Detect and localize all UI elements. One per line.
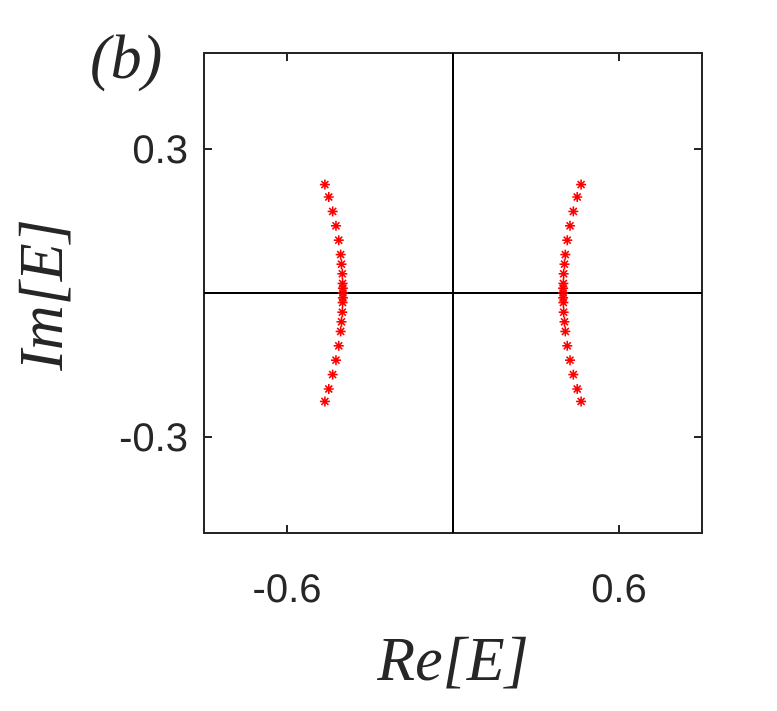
point: [558, 307, 569, 318]
point: [560, 326, 571, 337]
point: [568, 369, 579, 380]
point: [562, 235, 573, 246]
point: [337, 307, 348, 318]
point: [572, 384, 583, 394]
point: [336, 259, 347, 270]
point: [562, 340, 573, 351]
point: [327, 206, 338, 217]
x-axis-label: Re[E]: [376, 626, 529, 694]
point: [558, 268, 569, 279]
point: [330, 355, 341, 366]
point: [327, 369, 338, 380]
point: [559, 316, 570, 327]
point: [330, 220, 341, 231]
point: [335, 326, 346, 337]
point: [319, 396, 330, 407]
y-tick-label: 0.3: [132, 128, 188, 172]
point: [323, 192, 334, 202]
point: [319, 179, 330, 190]
point: [568, 206, 579, 217]
point: [335, 249, 346, 260]
point: [337, 278, 348, 289]
point: [558, 278, 569, 289]
point: [572, 192, 583, 202]
point: [333, 340, 344, 351]
point: [565, 220, 576, 231]
point: [336, 316, 347, 327]
y-tick-label: -0.3: [119, 416, 188, 460]
y-axis-label: Im[E]: [8, 219, 76, 372]
point: [337, 268, 348, 279]
panel-label: (b): [90, 24, 162, 92]
point: [560, 249, 571, 260]
x-tick-label: 0.6: [591, 567, 647, 611]
x-tick-label: -0.6: [253, 567, 322, 611]
point: [576, 179, 587, 190]
point: [559, 259, 570, 270]
point: [333, 235, 344, 246]
point: [565, 355, 576, 366]
point: [576, 396, 587, 407]
point: [323, 384, 334, 394]
